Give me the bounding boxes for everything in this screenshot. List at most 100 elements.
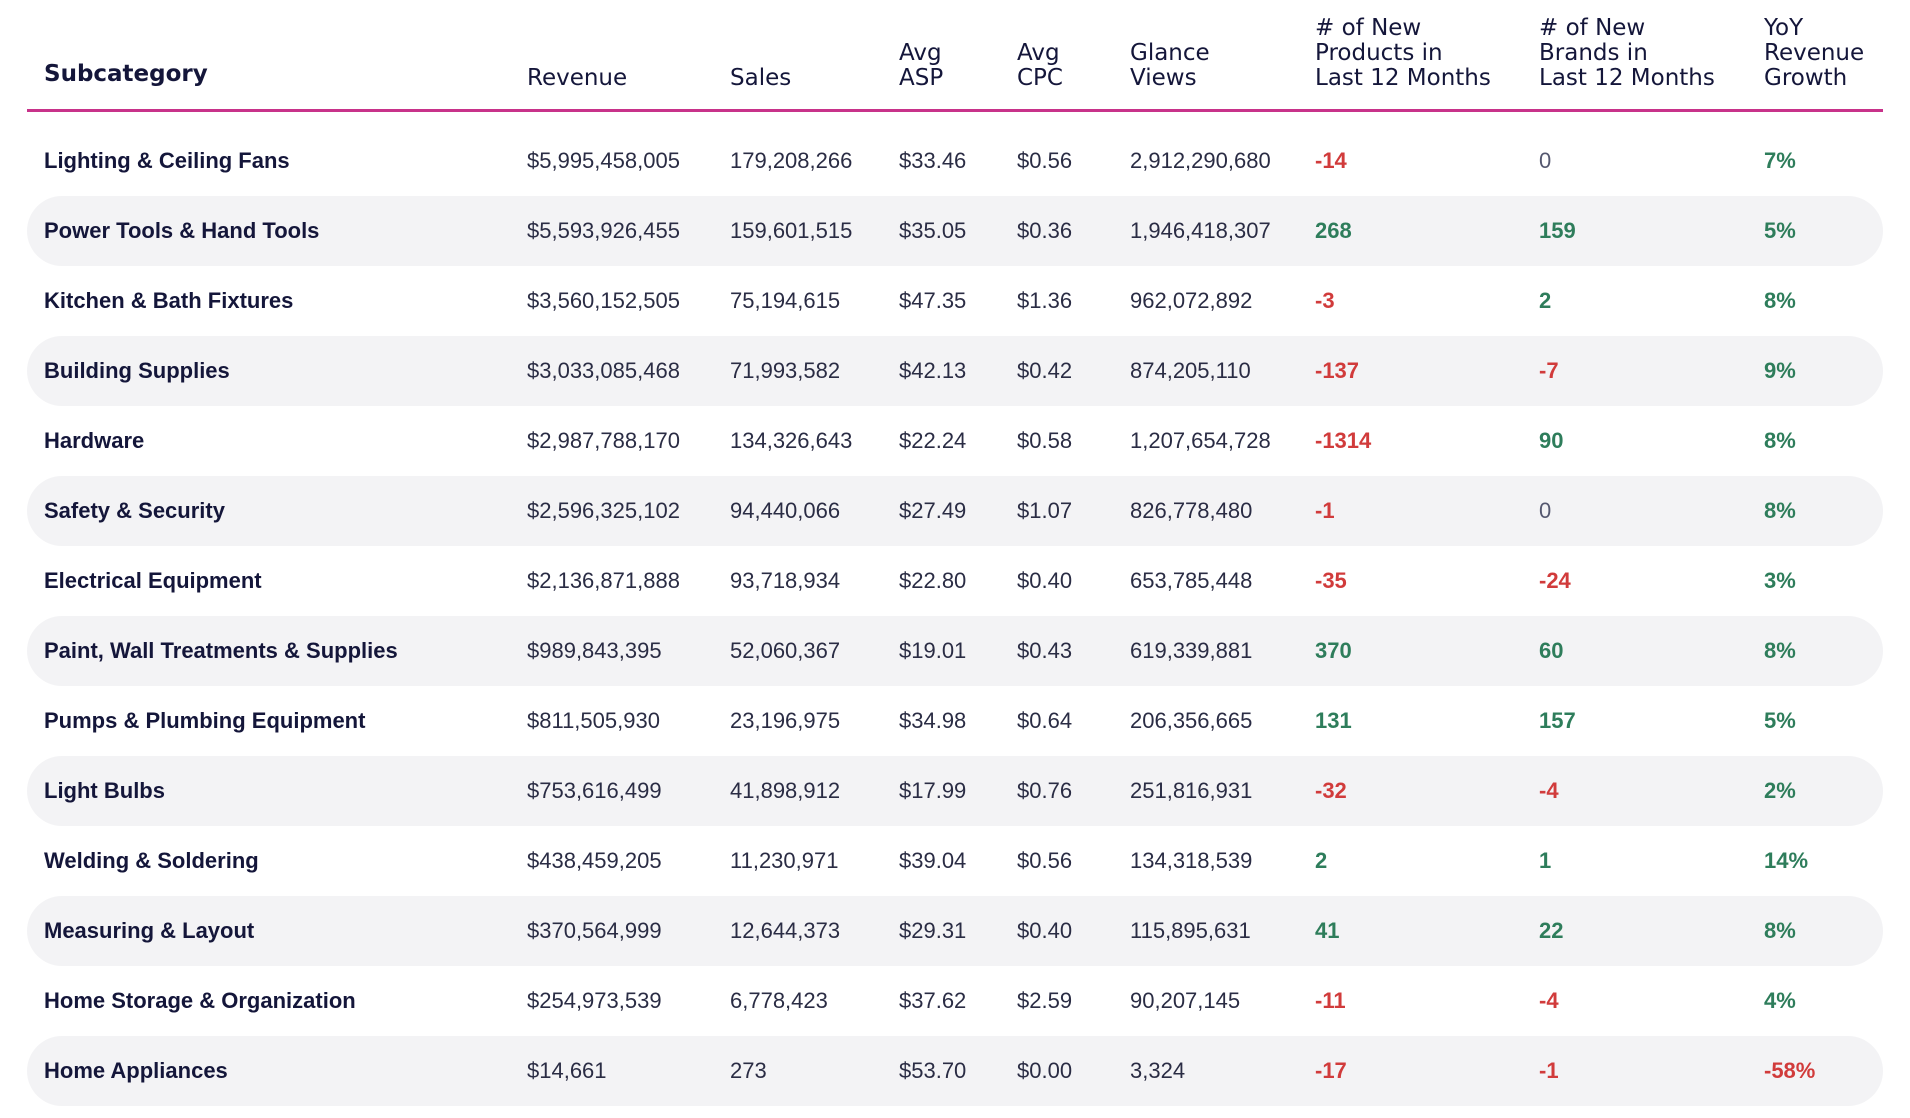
subcategory-cell: Kitchen & Bath Fixtures	[44, 288, 294, 313]
glance-views-cell: 206,356,665	[1130, 708, 1253, 733]
new-products-cell: -1	[1315, 498, 1335, 523]
sales-cell: 6,778,423	[730, 988, 828, 1013]
avg-asp-cell: $17.99	[899, 778, 967, 803]
table-row: Hardware $2,987,788,170 134,326,643 $22.24 $…	[27, 406, 1883, 476]
sales-cell: 93,718,934	[730, 568, 841, 593]
header-sales: Sales	[730, 65, 792, 91]
avg-asp-cell: $37.62	[899, 988, 967, 1013]
new-products-cell: 41	[1315, 918, 1340, 943]
header-glance-views: Glance Views	[1130, 40, 1210, 91]
avg-cpc-cell: $0.56	[1017, 848, 1073, 873]
header-new-products: # of New Products in Last 12 Months	[1315, 15, 1491, 91]
glance-views-cell: 1,946,418,307	[1130, 218, 1271, 243]
yoy-growth-cell: 2%	[1764, 778, 1796, 803]
sales-cell: 159,601,515	[730, 218, 853, 243]
revenue-cell: $14,661	[527, 1058, 607, 1083]
subcategory-cell: Paint, Wall Treatments & Supplies	[44, 638, 398, 663]
revenue-cell: $753,616,499	[527, 778, 662, 803]
avg-asp-cell: $22.24	[899, 428, 967, 453]
subcategory-cell: Home Appliances	[44, 1058, 228, 1083]
table-row: Safety & Security $2,596,325,102 94,440,06…	[27, 476, 1883, 546]
avg-asp-cell: $33.46	[899, 148, 967, 173]
yoy-growth-cell: 3%	[1764, 568, 1796, 593]
avg-asp-cell: $39.04	[899, 848, 967, 873]
new-brands-cell: 157	[1539, 708, 1576, 733]
yoy-growth-cell: 8%	[1764, 288, 1796, 313]
new-brands-cell: -1	[1539, 1058, 1559, 1083]
new-products-cell: -137	[1315, 358, 1360, 383]
revenue-cell: $2,136,871,888	[527, 568, 680, 593]
subcategory-cell: Power Tools & Hand Tools	[44, 218, 320, 243]
sales-cell: 11,230,971	[730, 848, 839, 873]
yoy-growth-cell: 8%	[1764, 498, 1796, 523]
subcategory-cell: Building Supplies	[44, 358, 230, 383]
revenue-cell: $5,593,926,455	[527, 218, 680, 243]
yoy-growth-cell: 7%	[1764, 148, 1796, 173]
subcategory-cell: Hardware	[44, 428, 145, 453]
yoy-growth-cell: 8%	[1764, 428, 1796, 453]
header-avg-cpc: Avg CPC	[1017, 40, 1063, 91]
subcategory-cell: Home Storage & Organization	[44, 988, 356, 1013]
table-row: Welding & Soldering $438,459,205 11,230,97…	[27, 826, 1883, 896]
yoy-growth-cell: -58%	[1764, 1058, 1816, 1083]
revenue-cell: $254,973,539	[527, 988, 662, 1013]
glance-views-cell: 115,895,631	[1130, 918, 1251, 943]
avg-cpc-cell: $0.76	[1017, 778, 1073, 803]
subcategory-cell: Lighting & Ceiling Fans	[44, 148, 290, 173]
glance-views-cell: 3,324	[1130, 1058, 1186, 1083]
avg-asp-cell: $29.31	[899, 918, 967, 943]
sales-cell: 75,194,615	[730, 288, 841, 313]
new-products-cell: -35	[1315, 568, 1347, 593]
table-row: Home Appliances $14,661 273 $53.70 $0.00 3,32…	[27, 1036, 1883, 1106]
new-brands-cell: 0	[1539, 498, 1552, 523]
table-row: Kitchen & Bath Fixtures $3,560,152,505 75,…	[27, 266, 1883, 336]
glance-views-cell: 962,072,892	[1130, 288, 1253, 313]
revenue-cell: $3,033,085,468	[527, 358, 680, 383]
new-brands-cell: -4	[1539, 988, 1559, 1013]
yoy-growth-cell: 8%	[1764, 638, 1796, 663]
table-row: Lighting & Ceiling Fans $5,995,458,005 179…	[27, 126, 1883, 196]
yoy-growth-cell: 5%	[1764, 218, 1796, 243]
sales-cell: 273	[730, 1058, 767, 1083]
new-brands-cell: -4	[1539, 778, 1559, 803]
sales-cell: 71,993,582	[730, 358, 841, 383]
avg-asp-cell: $27.49	[899, 498, 967, 523]
sales-cell: 12,644,373	[730, 918, 841, 943]
avg-asp-cell: $42.13	[899, 358, 967, 383]
new-brands-cell: 2	[1539, 288, 1552, 313]
revenue-cell: $370,564,999	[527, 918, 662, 943]
sales-cell: 179,208,266	[730, 148, 853, 173]
sales-cell: 94,440,066	[730, 498, 841, 523]
yoy-growth-cell: 8%	[1764, 918, 1796, 943]
table-body: Lighting & Ceiling Fans $5,995,458,005 179…	[27, 126, 1883, 1106]
glance-views-cell: 826,778,480	[1130, 498, 1253, 523]
avg-cpc-cell: $0.42	[1017, 358, 1073, 383]
avg-asp-cell: $47.35	[899, 288, 967, 313]
yoy-growth-cell: 9%	[1764, 358, 1796, 383]
revenue-cell: $438,459,205	[527, 848, 662, 873]
header-yoy-growth: YoY Revenue Growth	[1764, 15, 1865, 91]
avg-cpc-cell: $2.59	[1017, 988, 1073, 1013]
glance-views-cell: 1,207,654,728	[1130, 428, 1271, 453]
revenue-cell: $2,987,788,170	[527, 428, 680, 453]
table-header: Subcategory Revenue Sales Avg ASP Avg CP…	[27, 0, 1883, 112]
table-row: Power Tools & Hand Tools $5,593,926,455 15…	[27, 196, 1883, 266]
new-products-cell: -1314	[1315, 428, 1372, 453]
header-revenue: Revenue	[527, 65, 628, 91]
subcategory-table: Subcategory Revenue Sales Avg ASP Avg CP…	[27, 0, 1883, 1118]
avg-cpc-cell: $1.36	[1017, 288, 1073, 313]
new-products-cell: -14	[1315, 148, 1347, 173]
glance-views-cell: 90,207,145	[1130, 988, 1241, 1013]
avg-cpc-cell: $0.40	[1017, 918, 1073, 943]
new-products-cell: 2	[1315, 848, 1328, 873]
new-brands-cell: 60	[1539, 638, 1564, 663]
subcategory-cell: Welding & Soldering	[44, 848, 259, 873]
new-brands-cell: 159	[1539, 218, 1576, 243]
avg-asp-cell: $34.98	[899, 708, 967, 733]
table-row: Electrical Equipment $2,136,871,888 93,718…	[27, 546, 1883, 616]
new-brands-cell: 22	[1539, 918, 1564, 943]
sales-cell: 23,196,975	[730, 708, 841, 733]
header-subcategory: Subcategory	[44, 61, 208, 87]
yoy-growth-cell: 4%	[1764, 988, 1796, 1013]
glance-views-cell: 2,912,290,680	[1130, 148, 1271, 173]
